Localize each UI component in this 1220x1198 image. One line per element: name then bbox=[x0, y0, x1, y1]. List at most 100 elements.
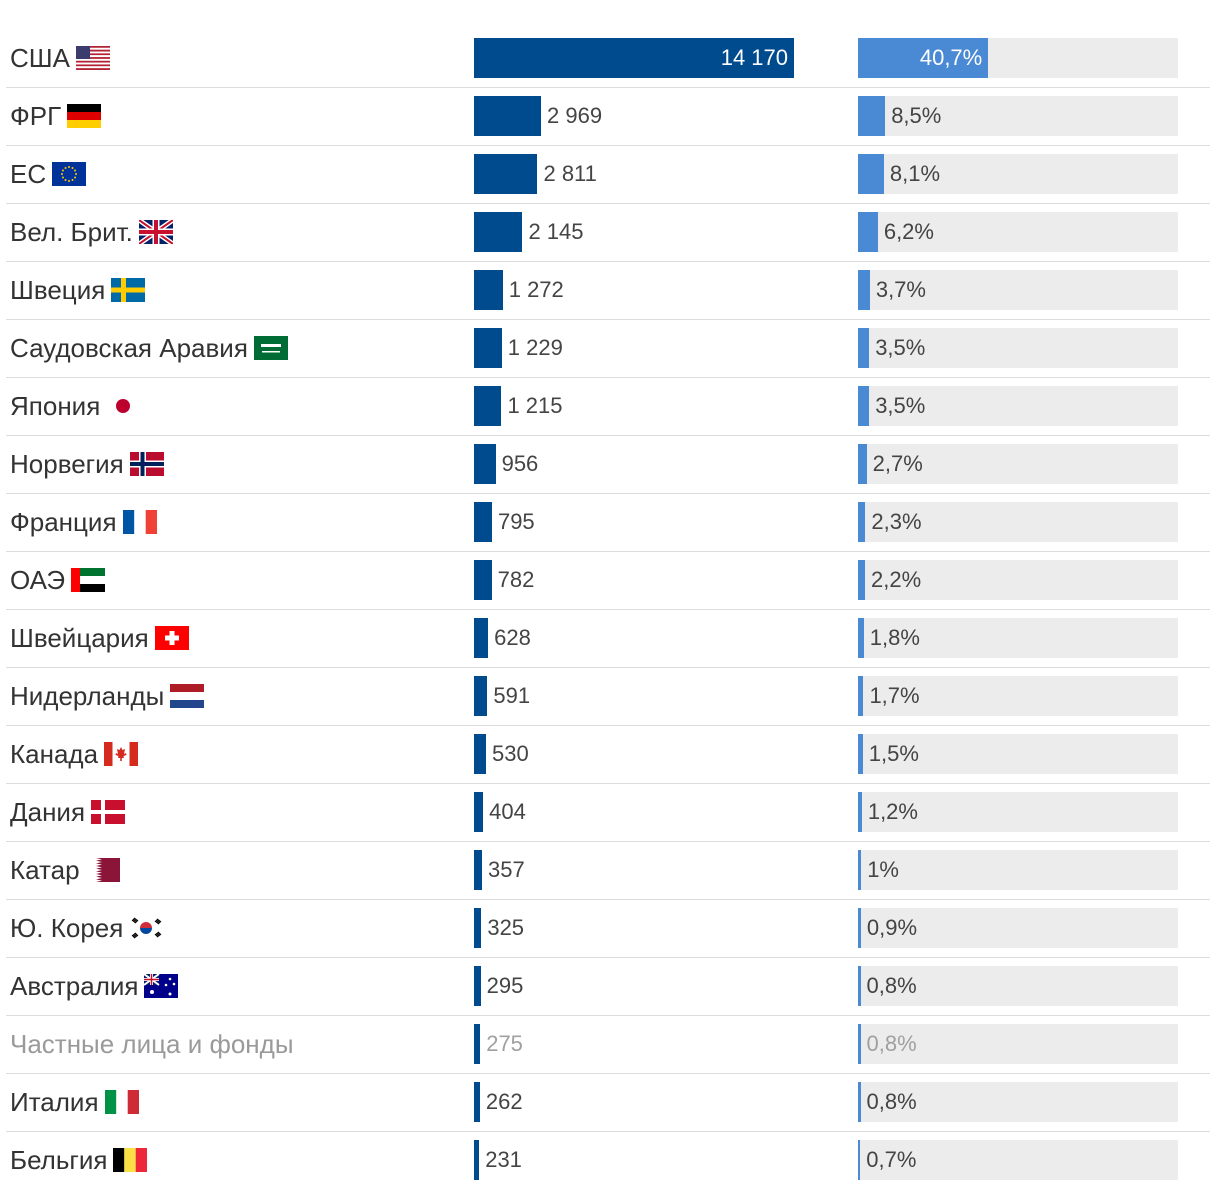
country-name: Бельгия bbox=[10, 1144, 108, 1175]
ch-flag-icon bbox=[154, 626, 189, 650]
value-label: 262 bbox=[485, 1089, 523, 1114]
share-track bbox=[858, 734, 1178, 774]
table-row: Вел. Брит. 2 145 6,2% bbox=[0, 203, 1220, 261]
table-row: США 14 170 40,7% bbox=[0, 29, 1220, 87]
sa-flag-icon bbox=[253, 336, 288, 360]
country-name: ОАЭ bbox=[10, 564, 66, 595]
share-track bbox=[858, 96, 1178, 136]
row-divider bbox=[6, 87, 1210, 88]
table-row: Катар 357 1% bbox=[0, 841, 1220, 899]
value-bar bbox=[474, 328, 502, 368]
country-label: ФРГ bbox=[10, 87, 102, 145]
table-row: Нидерланды 591 1,7% bbox=[0, 667, 1220, 725]
share-track bbox=[858, 560, 1178, 600]
share-track bbox=[858, 1024, 1178, 1064]
country-label: Нидерланды bbox=[10, 667, 205, 725]
value-label: 2 811 bbox=[543, 161, 597, 186]
value-bar bbox=[474, 908, 482, 948]
share-bar bbox=[858, 502, 866, 542]
value-bar bbox=[474, 38, 794, 78]
share-label: 3,5% bbox=[875, 335, 926, 360]
value-bar bbox=[474, 1140, 480, 1180]
dk-flag-icon bbox=[91, 800, 126, 824]
share-bar bbox=[858, 1140, 861, 1180]
row-divider bbox=[6, 899, 1210, 900]
share-label: 1,2% bbox=[867, 799, 918, 824]
value-bar bbox=[474, 96, 542, 136]
au-flag-icon bbox=[143, 973, 179, 998]
row-divider bbox=[6, 667, 1210, 668]
value-label: 325 bbox=[487, 915, 525, 940]
share-track bbox=[858, 270, 1178, 310]
value-bar bbox=[474, 502, 492, 542]
country-label: Швеция bbox=[10, 261, 146, 319]
share-track bbox=[858, 328, 1178, 368]
row-divider bbox=[6, 551, 1210, 552]
country-name: Частные лица и фонды bbox=[10, 1028, 294, 1059]
share-track bbox=[858, 212, 1178, 252]
country-name: Нидерланды bbox=[10, 680, 165, 711]
value-bar bbox=[474, 676, 488, 716]
table-row: Саудовская Аравия 1 229 3,5% bbox=[0, 319, 1220, 377]
row-divider bbox=[6, 319, 1210, 320]
kr-flag-icon bbox=[129, 916, 164, 940]
share-label: 3,7% bbox=[875, 277, 926, 302]
share-bar bbox=[858, 444, 867, 484]
share-bar bbox=[858, 966, 861, 1006]
country-name: Вел. Брит. bbox=[10, 216, 133, 247]
value-bar bbox=[474, 386, 502, 426]
share-bar bbox=[858, 386, 870, 426]
table-row: ФРГ 2 969 8,5% bbox=[0, 87, 1220, 145]
value-label: 1 272 bbox=[508, 277, 564, 302]
value-label: 1 229 bbox=[507, 335, 563, 360]
row-divider bbox=[6, 493, 1210, 494]
jp-flag-icon bbox=[106, 394, 141, 418]
country-label: Ю. Корея bbox=[10, 899, 164, 957]
share-label: 1,5% bbox=[868, 741, 919, 766]
country-label: Швейцария bbox=[10, 609, 189, 667]
fr-flag-icon bbox=[122, 510, 157, 534]
share-label: 0,7% bbox=[866, 1147, 917, 1172]
country-name: Япония bbox=[10, 390, 101, 421]
country-name: ФРГ bbox=[10, 100, 62, 131]
row-divider bbox=[6, 957, 1210, 958]
row-divider bbox=[6, 1073, 1210, 1074]
country-name: Ю. Корея bbox=[10, 912, 124, 943]
share-track bbox=[858, 502, 1178, 542]
share-label: 2,7% bbox=[872, 451, 923, 476]
share-bar bbox=[858, 618, 864, 658]
row-divider bbox=[6, 435, 1210, 436]
share-bar bbox=[858, 1024, 861, 1064]
country-label: Бельгия bbox=[10, 1131, 148, 1189]
share-label: 8,5% bbox=[891, 103, 942, 128]
share-track bbox=[858, 966, 1178, 1006]
value-label: 295 bbox=[486, 973, 524, 998]
share-label: 0,9% bbox=[866, 915, 918, 940]
country-name: Франция bbox=[10, 506, 117, 537]
country-label: Частные лица и фонды bbox=[10, 1015, 294, 1073]
be-flag-icon bbox=[113, 1148, 148, 1172]
value-bar bbox=[474, 966, 481, 1006]
share-bar bbox=[858, 38, 989, 78]
us-flag-icon bbox=[75, 46, 110, 70]
value-bar bbox=[474, 270, 503, 310]
share-track bbox=[858, 908, 1178, 948]
share-track bbox=[858, 444, 1178, 484]
row-divider bbox=[6, 725, 1210, 726]
share-bar bbox=[858, 734, 863, 774]
country-label: Саудовская Аравия bbox=[10, 319, 288, 377]
country-name: Австралия bbox=[10, 970, 139, 1001]
share-bar bbox=[858, 154, 884, 194]
share-label: 8,1% bbox=[889, 161, 941, 186]
share-bar bbox=[858, 96, 886, 136]
share-label: 2,3% bbox=[871, 509, 922, 534]
se-flag-icon bbox=[111, 278, 146, 302]
table-row: Швейцария 628 1,8% bbox=[0, 609, 1220, 667]
country-name: ЕС bbox=[10, 158, 47, 189]
table-row: ОАЭ 782 2,2% bbox=[0, 551, 1220, 609]
it-flag-icon bbox=[104, 1090, 139, 1114]
share-bar bbox=[858, 908, 861, 948]
country-label: Франция bbox=[10, 493, 157, 551]
value-bar bbox=[474, 444, 496, 484]
